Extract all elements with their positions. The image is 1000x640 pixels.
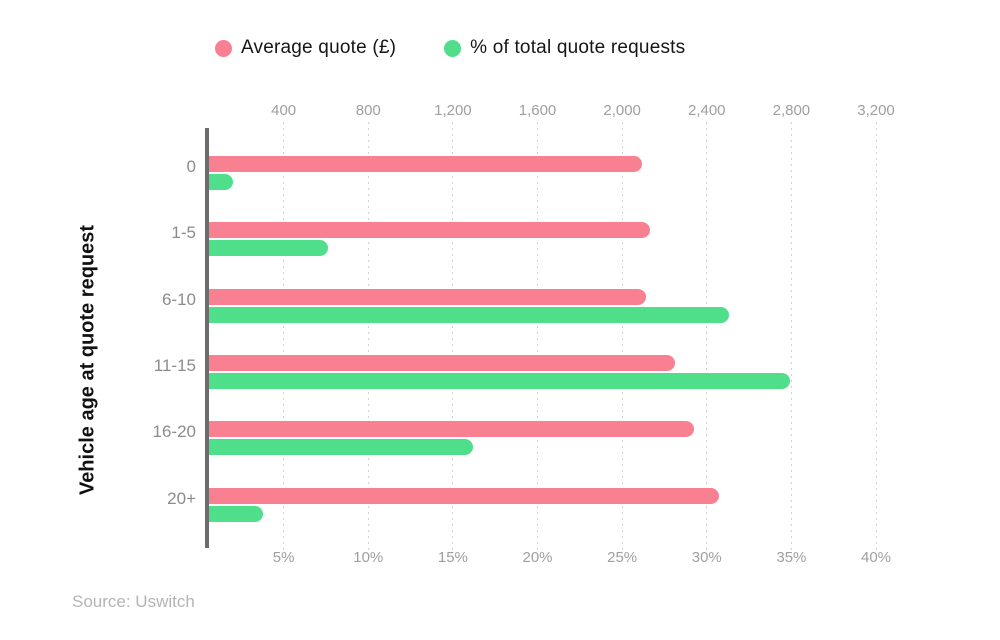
bottom-axis-tick-label: 40% [860, 549, 892, 566]
bottom-axis-tick-label: 15% [437, 549, 468, 566]
bar-average-quote [209, 156, 643, 172]
gridline [790, 122, 792, 550]
top-axis-tick-label: 2,400 [687, 102, 726, 119]
bar-quote-requests [209, 439, 474, 456]
top-axis-tick-label: 1,600 [518, 102, 557, 119]
gridline [875, 122, 877, 550]
gridline [706, 122, 708, 550]
plot-area: 400 5% 800 10% 1,200 15% 1,600 20% 2,000 25% 2,400… [199, 102, 980, 566]
bottom-axis-tick-label: 20% [522, 549, 553, 566]
top-axis-tick-label: 800 [355, 102, 381, 119]
bar-average-quote [209, 354, 676, 371]
bar-quote-requests [209, 372, 790, 389]
bar-average-quote [209, 222, 650, 239]
bottom-axis-tick-label: 30% [691, 549, 722, 566]
bar-average-quote [209, 288, 647, 305]
gridline [537, 122, 538, 550]
top-axis-tick-label: 1,200 [434, 102, 472, 119]
bottom-axis-tick-label: 35% [776, 549, 807, 566]
top-axis-tick-label: 2,800 [772, 102, 811, 119]
bar-average-quote [209, 487, 720, 504]
category-label: 16-20 [152, 422, 196, 442]
bar-quote-requests [209, 174, 233, 190]
gridline [452, 122, 454, 550]
bottom-axis-tick-label: 5% [272, 549, 295, 566]
top-axis-tick-label: 3,200 [857, 102, 895, 119]
source-note: Source: Uswitch [72, 592, 195, 611]
gridline [367, 122, 369, 550]
category-label: 1-5 [171, 223, 196, 243]
bar-average-quote [209, 421, 695, 438]
legend-dot-icon [215, 39, 232, 57]
legend-dot-icon [444, 39, 462, 57]
chart-legend: Average quote (£) % of total quote reques… [215, 37, 685, 59]
legend-label: % of total quote requests [470, 37, 686, 58]
category-label: 20+ [167, 488, 196, 508]
category-label: 0 [186, 157, 196, 176]
gridline [283, 122, 285, 550]
category-label: 6-10 [161, 289, 196, 309]
legend-item-quote-requests: % of total quote requests [444, 37, 685, 59]
top-axis-tick-label: 2,000 [603, 102, 641, 119]
gridline [621, 122, 623, 550]
bottom-axis-tick-label: 10% [353, 549, 384, 566]
bar-quote-requests [209, 306, 729, 323]
bar-quote-requests [209, 505, 264, 522]
bottom-axis-tick-label: 25% [607, 549, 638, 566]
top-axis-tick-label: 400 [271, 102, 297, 119]
y-axis-line [205, 128, 209, 548]
legend-item-average-quote: Average quote (£) [215, 37, 396, 59]
bar-quote-requests [209, 240, 328, 257]
legend-label: Average quote (£) [241, 37, 397, 58]
category-label: 11-15 [153, 355, 196, 375]
